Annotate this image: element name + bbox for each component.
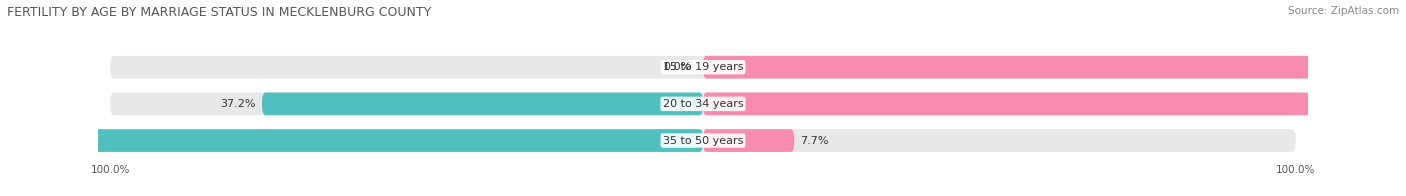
FancyBboxPatch shape bbox=[703, 56, 1406, 79]
Text: 37.2%: 37.2% bbox=[221, 99, 256, 109]
Text: 35 to 50 years: 35 to 50 years bbox=[662, 136, 744, 146]
Text: 7.7%: 7.7% bbox=[800, 136, 828, 146]
FancyBboxPatch shape bbox=[110, 56, 1296, 79]
FancyBboxPatch shape bbox=[703, 93, 1406, 115]
FancyBboxPatch shape bbox=[703, 129, 794, 152]
Text: 15 to 19 years: 15 to 19 years bbox=[662, 62, 744, 72]
Text: FERTILITY BY AGE BY MARRIAGE STATUS IN MECKLENBURG COUNTY: FERTILITY BY AGE BY MARRIAGE STATUS IN M… bbox=[7, 6, 432, 19]
Legend: Married, Unmarried: Married, Unmarried bbox=[623, 191, 783, 196]
Text: 62.8%: 62.8% bbox=[1403, 99, 1406, 109]
Text: Source: ZipAtlas.com: Source: ZipAtlas.com bbox=[1288, 6, 1399, 16]
FancyBboxPatch shape bbox=[110, 129, 1296, 152]
FancyBboxPatch shape bbox=[262, 93, 703, 115]
Text: 0.0%: 0.0% bbox=[662, 62, 692, 72]
FancyBboxPatch shape bbox=[110, 93, 1296, 115]
Text: 20 to 34 years: 20 to 34 years bbox=[662, 99, 744, 109]
FancyBboxPatch shape bbox=[0, 129, 703, 152]
